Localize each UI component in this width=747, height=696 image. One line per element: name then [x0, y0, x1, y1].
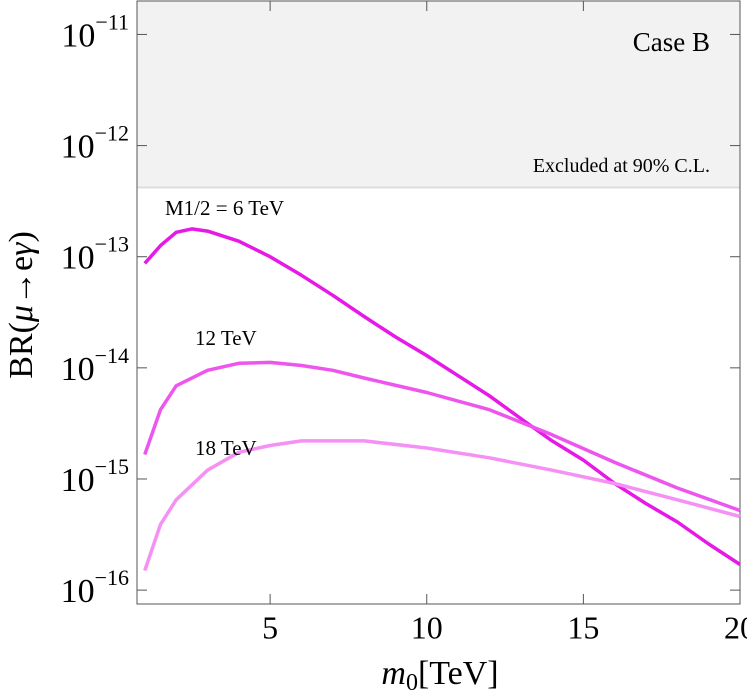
x-label-part: [TeV] [418, 655, 499, 692]
y-tick-exponent: −15 [95, 454, 129, 479]
y-tick-label: 10−13 [61, 232, 129, 277]
x-tick-label: 20 [724, 609, 747, 645]
x-tick-label: 15 [567, 609, 599, 645]
series-label: 18 TeV [195, 436, 257, 460]
y-tick-exponent: −16 [95, 565, 129, 590]
excluded-region [137, 1, 740, 188]
y-tick-base: 10 [61, 128, 95, 165]
plot-frame [136, 0, 741, 605]
y-label-part: γ [3, 241, 40, 256]
y-tick-label: 10−16 [61, 565, 129, 610]
y-tick-base: 10 [61, 17, 95, 54]
y-tick-label: 10−12 [61, 121, 129, 166]
y-tick-exponent: −12 [95, 121, 129, 146]
x-label-sub: 0 [406, 670, 418, 696]
y-tick-exponent: −14 [95, 343, 129, 368]
excluded-label: Excluded at 90% C.L. [533, 155, 710, 177]
series-line [143, 227, 741, 566]
x-axis-label: m0[TeV] [381, 655, 498, 696]
y-tick-label: 10−14 [61, 343, 129, 388]
y-label-part: BR( [3, 322, 40, 379]
x-tick-label: 10 [411, 609, 443, 645]
x-label-part: m [381, 655, 406, 692]
series-label: M1/2 = 6 TeV [165, 196, 284, 220]
y-tick-base: 10 [61, 351, 95, 388]
y-tick-base: 10 [61, 462, 95, 499]
x-tick-label: 5 [262, 609, 278, 645]
y-tick-base: 10 [61, 240, 95, 277]
y-label-part: μ [3, 305, 40, 323]
series-line [143, 360, 741, 513]
y-label-part: ) [3, 231, 40, 242]
chart-title: Case B [633, 27, 710, 57]
series-line [143, 439, 741, 572]
y-tick-label: 10−11 [61, 10, 129, 55]
series-label: 12 TeV [195, 326, 257, 350]
y-tick-exponent: −13 [95, 232, 129, 257]
y-label-part: →e [3, 256, 40, 305]
y-tick-base: 10 [61, 573, 95, 610]
y-tick-label: 10−15 [61, 454, 129, 499]
y-tick-exponent: −11 [95, 10, 129, 35]
y-axis-label: BR(μ→eγ) [3, 231, 40, 379]
